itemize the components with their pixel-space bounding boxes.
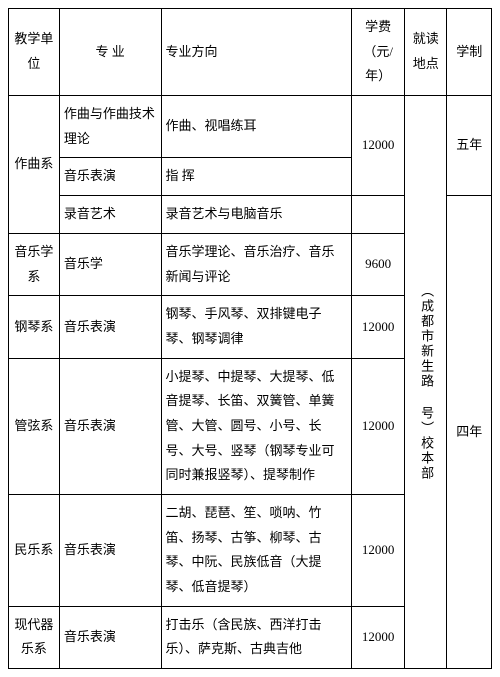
fee-12000-e: 12000	[352, 606, 405, 668]
major-biaoyan-zhihui: 音乐表演	[59, 158, 161, 196]
dept-zuoqu: 作曲系	[9, 96, 60, 234]
table-header-row: 教学单位 专 业 专业方向 学费（元/年） 就读地点 学制	[9, 9, 492, 96]
major-biaoyan-gx: 音乐表演	[59, 358, 161, 494]
major-yinyuexue: 音乐学	[59, 233, 161, 295]
table-row: 作曲系 作曲与作曲技术理论 作曲、视唱练耳 12000 （成都市新生路 号）校本…	[9, 96, 492, 158]
dept-yinyuexue: 音乐学系	[9, 233, 60, 295]
fee-12000-a: 12000	[352, 96, 405, 196]
fee-9600: 9600	[352, 233, 405, 295]
major-zuoqu-theory: 作曲与作曲技术理论	[59, 96, 161, 158]
dept-guanxian: 管弦系	[9, 358, 60, 494]
fee-12000-d: 12000	[352, 495, 405, 607]
dept-xiandai: 现代器乐系	[9, 606, 60, 668]
location-cell: （成都市新生路 号）校本部	[405, 96, 447, 669]
fee-12000-b: 12000	[352, 296, 405, 358]
major-biaoyan-my: 音乐表演	[59, 495, 161, 607]
dir-minyue: 二胡、琵琶、笙、唢呐、竹笛、扬琴、古筝、柳琴、古琴、中阮、民族低音（大提琴、低音…	[161, 495, 352, 607]
header-major: 专 业	[59, 9, 161, 96]
dir-zhihui: 指 挥	[161, 158, 352, 196]
header-duration: 学制	[447, 9, 492, 96]
major-luyin: 录音艺术	[59, 196, 161, 234]
fee-12000-c: 12000	[352, 358, 405, 494]
major-biaoyan-gq: 音乐表演	[59, 296, 161, 358]
major-biaoyan-xd: 音乐表演	[59, 606, 161, 668]
dir-guanxian: 小提琴、中提琴、大提琴、低音提琴、长笛、双簧管、单簧管、大管、圆号、小号、长号、…	[161, 358, 352, 494]
header-fee: 学费（元/年）	[352, 9, 405, 96]
fee-empty	[352, 196, 405, 234]
dept-minyue: 民乐系	[9, 495, 60, 607]
dir-gangqin: 钢琴、手风琴、双排键电子琴、钢琴调律	[161, 296, 352, 358]
duration-four: 四年	[447, 196, 492, 669]
header-dept: 教学单位	[9, 9, 60, 96]
dir-luyin: 录音艺术与电脑音乐	[161, 196, 352, 234]
dept-gangqin: 钢琴系	[9, 296, 60, 358]
dir-xiandai: 打击乐（含民族、西洋打击乐）、萨克斯、古典吉他	[161, 606, 352, 668]
dir-yinyuexue: 音乐学理论、音乐治疗、音乐新闻与评论	[161, 233, 352, 295]
header-direction: 专业方向	[161, 9, 352, 96]
tuition-table: 教学单位 专 业 专业方向 学费（元/年） 就读地点 学制 作曲系 作曲与作曲技…	[8, 8, 492, 669]
header-location: 就读地点	[405, 9, 447, 96]
dir-zuoqu1: 作曲、视唱练耳	[161, 96, 352, 158]
duration-five: 五年	[447, 96, 492, 196]
